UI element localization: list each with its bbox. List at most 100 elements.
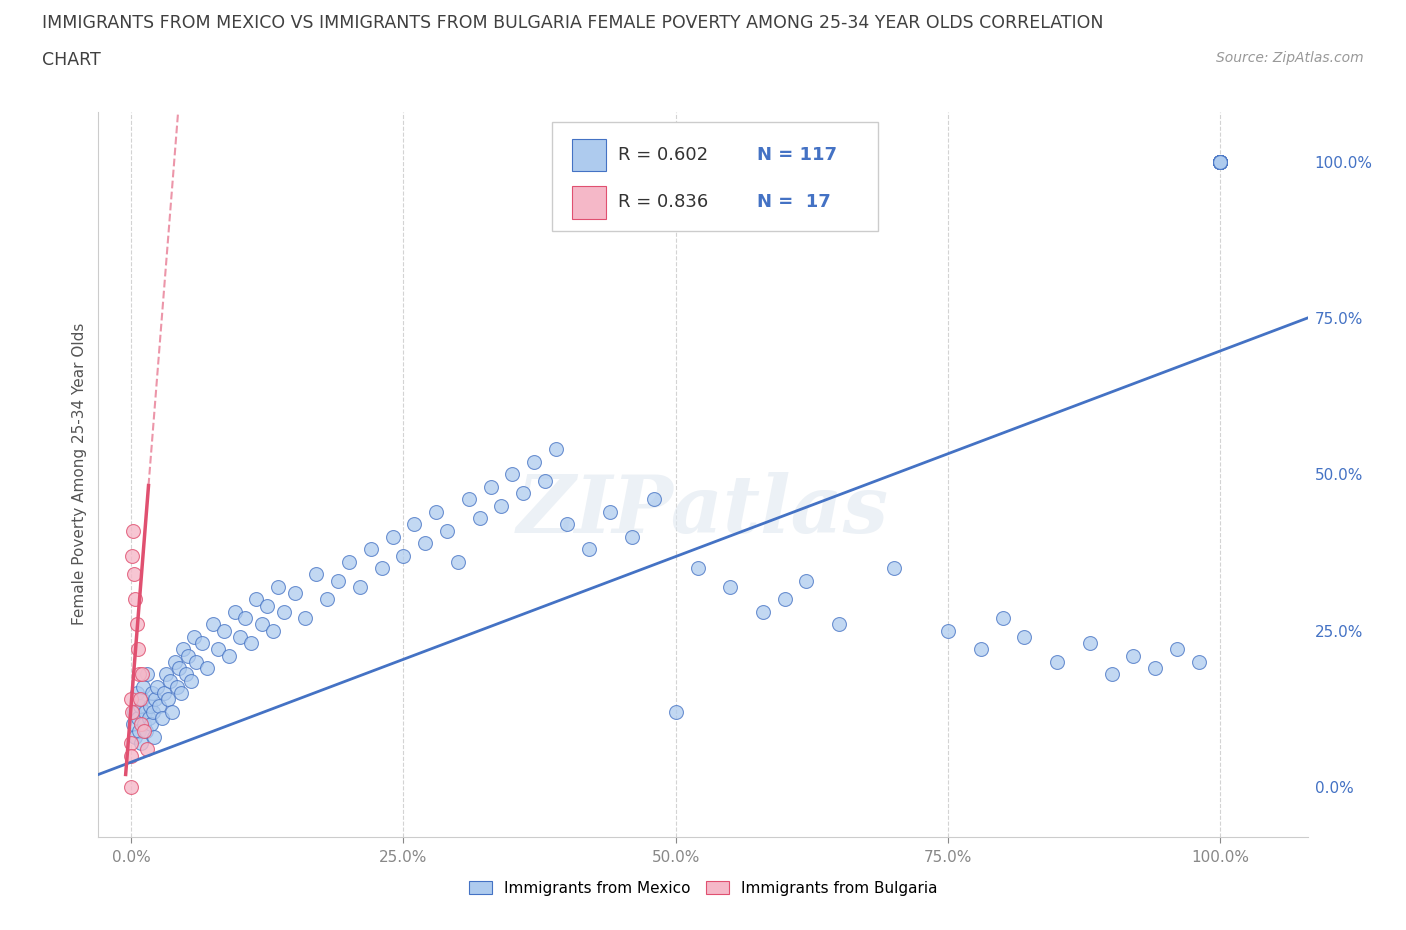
Point	[129, 717, 152, 732]
Point	[245, 591, 267, 606]
Point	[262, 623, 284, 638]
Point	[172, 642, 194, 657]
Point	[1209, 154, 1232, 169]
Point	[316, 591, 339, 606]
Point	[404, 517, 426, 532]
Point	[1209, 154, 1232, 169]
Point	[163, 655, 186, 670]
Point	[718, 579, 741, 594]
Point	[534, 473, 557, 488]
Point	[122, 717, 145, 732]
Text: Source: ZipAtlas.com: Source: ZipAtlas.com	[1216, 51, 1364, 65]
Point	[773, 591, 796, 606]
Point	[132, 680, 155, 695]
Point	[1209, 154, 1232, 169]
Point	[120, 749, 142, 764]
Point	[578, 542, 600, 557]
Point	[555, 517, 578, 532]
Point	[157, 692, 180, 707]
Point	[201, 617, 224, 631]
Point	[121, 548, 143, 563]
Text: ZIPatlas: ZIPatlas	[517, 472, 889, 550]
Point	[1101, 667, 1123, 682]
Point	[686, 561, 709, 576]
Point	[425, 504, 447, 519]
Point	[120, 692, 142, 707]
Point	[828, 617, 851, 631]
Point	[305, 567, 328, 582]
Point	[1209, 154, 1232, 169]
Text: IMMIGRANTS FROM MEXICO VS IMMIGRANTS FROM BULGARIA FEMALE POVERTY AMONG 25-34 YE: IMMIGRANTS FROM MEXICO VS IMMIGRANTS FRO…	[42, 14, 1104, 32]
Point	[1209, 154, 1232, 169]
Point	[174, 667, 197, 682]
Point	[229, 630, 252, 644]
Point	[436, 524, 458, 538]
Point	[1209, 154, 1232, 169]
Point	[131, 692, 153, 707]
Point	[991, 611, 1014, 626]
Point	[1014, 630, 1036, 644]
FancyBboxPatch shape	[551, 123, 879, 232]
Point	[162, 705, 184, 720]
Point	[370, 561, 392, 576]
Point	[796, 573, 818, 588]
Bar	[572, 186, 606, 219]
Bar	[572, 139, 606, 171]
Point	[283, 586, 305, 601]
Point	[491, 498, 513, 513]
Point	[218, 648, 240, 663]
Point	[124, 729, 146, 744]
Point	[134, 705, 156, 720]
Point	[167, 660, 190, 675]
Text: CHART: CHART	[42, 51, 101, 69]
Point	[599, 504, 621, 519]
Point	[337, 554, 360, 569]
Point	[212, 623, 235, 638]
Point	[134, 717, 156, 732]
Point	[120, 736, 142, 751]
Text: N = 117: N = 117	[758, 146, 838, 164]
Point	[146, 680, 169, 695]
Point	[239, 636, 262, 651]
Legend: Immigrants from Mexico, Immigrants from Bulgaria: Immigrants from Mexico, Immigrants from …	[463, 874, 943, 902]
Point	[136, 667, 159, 682]
Point	[207, 642, 229, 657]
Point	[143, 692, 166, 707]
Point	[235, 611, 257, 626]
Point	[124, 591, 146, 606]
Point	[267, 579, 290, 594]
Point	[349, 579, 371, 594]
Point	[134, 724, 156, 738]
Point	[136, 742, 159, 757]
Point	[883, 561, 905, 576]
Point	[150, 711, 173, 725]
Point	[180, 673, 202, 688]
Point	[129, 736, 152, 751]
Text: N =  17: N = 17	[758, 193, 831, 211]
Point	[148, 698, 170, 713]
Point	[138, 711, 160, 725]
Point	[139, 717, 162, 732]
Point	[1209, 154, 1232, 169]
Point	[128, 724, 150, 738]
Point	[1209, 154, 1232, 169]
Point	[392, 548, 415, 563]
Point	[186, 655, 208, 670]
Point	[125, 685, 148, 700]
Point	[447, 554, 470, 569]
Point	[195, 660, 218, 675]
Point	[413, 536, 436, 551]
Point	[1188, 655, 1211, 670]
Point	[523, 455, 546, 470]
Point	[256, 598, 278, 613]
Point	[273, 604, 295, 619]
Point	[128, 698, 150, 713]
Point	[326, 573, 349, 588]
Point	[135, 724, 157, 738]
Point	[1209, 154, 1232, 169]
Point	[936, 623, 959, 638]
Point	[124, 567, 146, 582]
Point	[970, 642, 993, 657]
Point	[643, 492, 665, 507]
Point	[224, 604, 246, 619]
